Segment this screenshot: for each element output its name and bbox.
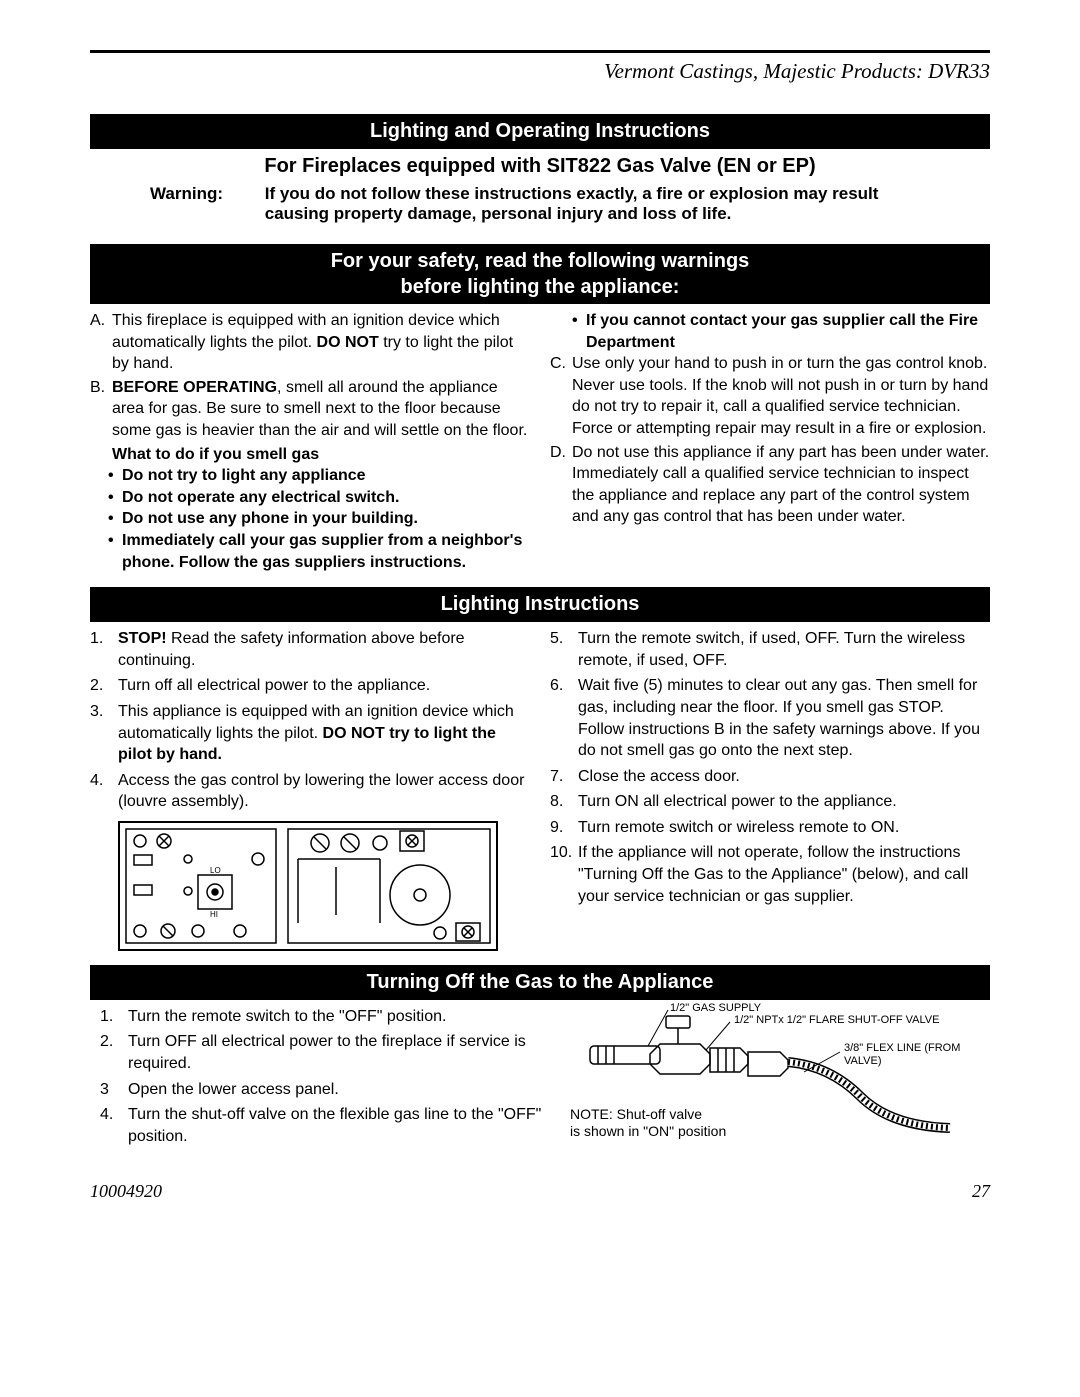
svg-text:HI: HI — [210, 910, 218, 919]
svg-text:LO: LO — [210, 866, 221, 875]
safety-left-col: A. This fireplace is equipped with an ig… — [90, 310, 530, 573]
item-d: D.Do not use this appliance if any part … — [550, 442, 990, 528]
bullet-2: Do not operate any electrical switch. — [108, 487, 530, 509]
bullet-3: Do not use any phone in your building. — [108, 508, 530, 530]
off-step-1: 1.Turn the remote switch to the "OFF" po… — [100, 1006, 550, 1028]
safety-right-col: If you cannot contact your gas supplier … — [550, 310, 990, 573]
off-step-2: 2.Turn OFF all electrical power to the f… — [100, 1031, 550, 1074]
bar-lighting-instructions: Lighting Instructions — [90, 587, 990, 622]
header-rule — [90, 50, 990, 53]
off-step-3: 3Open the lower access panel. — [100, 1079, 550, 1101]
warning-block: Warning: If you do not follow these inst… — [150, 184, 930, 224]
bar-safety-line1: For your safety, read the following warn… — [331, 250, 750, 272]
footer-right: 27 — [972, 1181, 990, 1202]
warning-label: Warning: — [150, 184, 260, 204]
step-7: 7.Close the access door. — [550, 766, 990, 788]
item-c: C.Use only your hand to push in or turn … — [550, 353, 990, 439]
safety-columns: A. This fireplace is equipped with an ig… — [90, 310, 990, 573]
step-10: 10.If the appliance will not operate, fo… — [550, 842, 990, 907]
label-flex: 3/8" FLEX LINE (FROM VALVE) — [844, 1042, 984, 1068]
lighting-right-col: 5.Turn the remote switch, if used, OFF. … — [550, 628, 990, 951]
label-valve: 1/2" NPTx 1/2" FLARE SHUT-OFF VALVE — [734, 1014, 939, 1027]
turnoff-left-col: 1.Turn the remote switch to the "OFF" po… — [90, 1006, 550, 1152]
control-panel-diagram: LO HI — [118, 821, 498, 951]
step-2: 2.Turn off all electrical power to the a… — [90, 675, 530, 697]
smell-bullets: Do not try to light any appliance Do not… — [90, 465, 530, 573]
step-9: 9.Turn remote switch or wireless remote … — [550, 817, 990, 839]
bullet-4: Immediately call your gas supplier from … — [108, 530, 530, 573]
item-a: A. This fireplace is equipped with an ig… — [90, 310, 530, 375]
lighting-columns: 1.STOP! Read the safety information abov… — [90, 628, 990, 951]
item-b: B. BEFORE OPERATING, smell all around th… — [90, 377, 530, 442]
bullet-1: Do not try to light any appliance — [108, 465, 530, 487]
label-note: NOTE: Shut-off valve is shown in "ON" po… — [570, 1106, 726, 1140]
lighting-left-col: 1.STOP! Read the safety information abov… — [90, 628, 530, 951]
subtitle-valve: For Fireplaces equipped with SIT822 Gas … — [90, 155, 990, 178]
bar-safety-line2: before lighting the appliance: — [401, 276, 680, 298]
page-footer: 10004920 27 — [90, 1181, 990, 1202]
smell-heading: What to do if you smell gas — [90, 444, 530, 466]
bar-lighting-operating: Lighting and Operating Instructions — [90, 114, 990, 149]
off-step-4: 4.Turn the shut-off valve on the flexibl… — [100, 1104, 550, 1147]
warning-text: If you do not follow these instructions … — [265, 184, 915, 224]
footer-left: 10004920 — [90, 1181, 162, 1202]
control-panel-svg: LO HI — [120, 823, 496, 949]
bullet-fire-dept: If you cannot contact your gas supplier … — [572, 310, 990, 353]
gas-supply-diagram: 1/2" GAS SUPPLY 1/2" NPTx 1/2" FLARE SHU… — [570, 1006, 990, 1146]
step-6: 6.Wait five (5) minutes to clear out any… — [550, 675, 990, 761]
step-1: 1.STOP! Read the safety information abov… — [90, 628, 530, 671]
step-8: 8.Turn ON all electrical power to the ap… — [550, 791, 990, 813]
step-5: 5.Turn the remote switch, if used, OFF. … — [550, 628, 990, 671]
turnoff-columns: 1.Turn the remote switch to the "OFF" po… — [90, 1006, 990, 1152]
step-4: 4.Access the gas control by lowering the… — [90, 770, 530, 813]
bar-safety-warnings: For your safety, read the following warn… — [90, 244, 990, 304]
step-3: 3.This appliance is equipped with an ign… — [90, 701, 530, 766]
turnoff-right-col: 1/2" GAS SUPPLY 1/2" NPTx 1/2" FLARE SHU… — [570, 1006, 990, 1152]
page-header: Vermont Castings, Majestic Products: DVR… — [90, 59, 990, 84]
bar-turning-off: Turning Off the Gas to the Appliance — [90, 965, 990, 1000]
